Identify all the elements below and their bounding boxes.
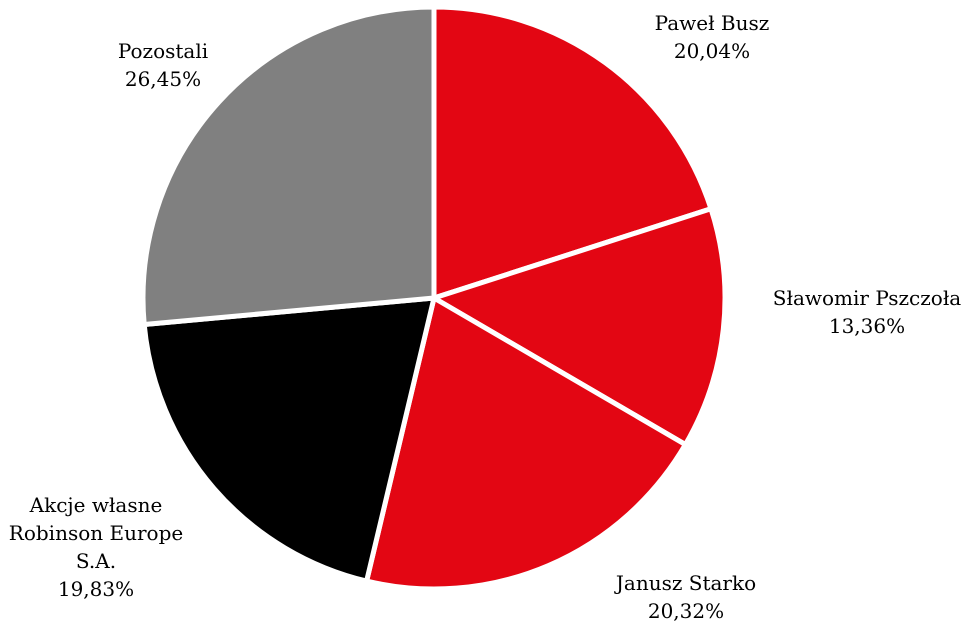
slice-value-label: 20,32% [648,599,724,623]
slice-label-1: Paweł Busz 20,04% [655,11,770,63]
slice-name-label: S.A. [76,549,116,573]
pie-slice-2 [431,206,728,448]
pie-slice-4 [141,295,437,584]
slice-name-label: Paweł Busz [655,11,770,35]
slice-value-label: 20,04% [674,39,750,63]
slice-name-label: Janusz Starko [614,571,756,595]
pie-slice-1 [431,4,714,301]
slice-value-label: 13,36% [829,314,905,338]
slice-label-4: Akcje własne Robinson Europe S.A. 19,83% [9,493,183,601]
slice-name-label: Robinson Europe [9,521,183,545]
slice-label-3: Janusz Starko 20,32% [614,571,756,623]
slice-label-5: Pozostali 26,45% [118,39,208,91]
pie-slice-5 [140,4,437,327]
slice-value-label: 19,83% [58,577,134,601]
pie-slices [140,4,728,592]
pie-labels: Paweł Busz 20,04% Sławomir Pszczoła 13,36% J… [9,11,962,623]
slice-name-label: Akcje własne [29,493,163,517]
pie-slice-3 [364,295,688,592]
slice-name-label: Sławomir Pszczoła [773,286,962,310]
slice-label-2: Sławomir Pszczoła 13,36% [773,286,962,338]
slice-value-label: 26,45% [125,67,201,91]
slice-name-label: Pozostali [118,39,208,63]
